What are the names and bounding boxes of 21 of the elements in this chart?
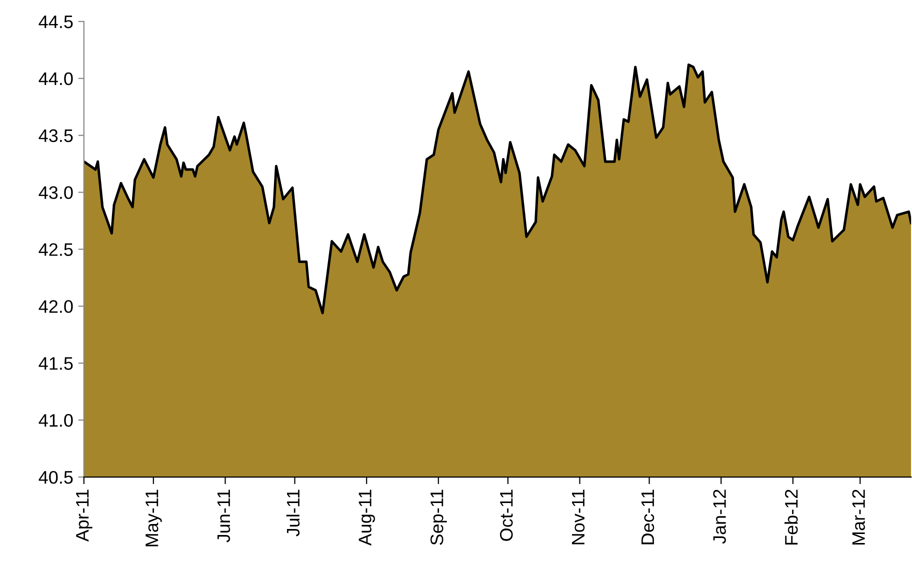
x-tick-label: Oct-11: [500, 490, 513, 541]
y-tick-label: 44.0: [38, 72, 73, 86]
x-tick-label: Jan-12: [713, 490, 726, 544]
y-tick-label: 41.5: [38, 357, 73, 370]
y-tick-label: 43.5: [38, 129, 73, 142]
x-tick-label: Jul-11: [286, 490, 300, 536]
x-tick-label: May-11: [146, 490, 162, 546]
y-tick-label: 42.0: [38, 300, 73, 313]
y-tick-label: 40.5: [38, 470, 73, 484]
x-tick-label: Mar-12: [852, 490, 865, 545]
x-tick-label: Jun-11: [217, 490, 230, 542]
y-tick-label: 42.5: [38, 243, 73, 256]
x-tick-label: Aug-11: [358, 490, 375, 546]
y-tick-label: 43.0: [38, 186, 73, 200]
x-tick-label: Sep-11: [430, 490, 447, 545]
y-tick-label: 44.5: [38, 16, 73, 28]
y-tick-label: 41.0: [38, 414, 73, 427]
x-tick-label: Dec-11: [642, 490, 654, 544]
x-tick-label: Feb-12: [784, 490, 798, 545]
x-tick-label: Nov-11: [572, 490, 585, 544]
x-tick-label: Apr-11: [76, 490, 92, 542]
